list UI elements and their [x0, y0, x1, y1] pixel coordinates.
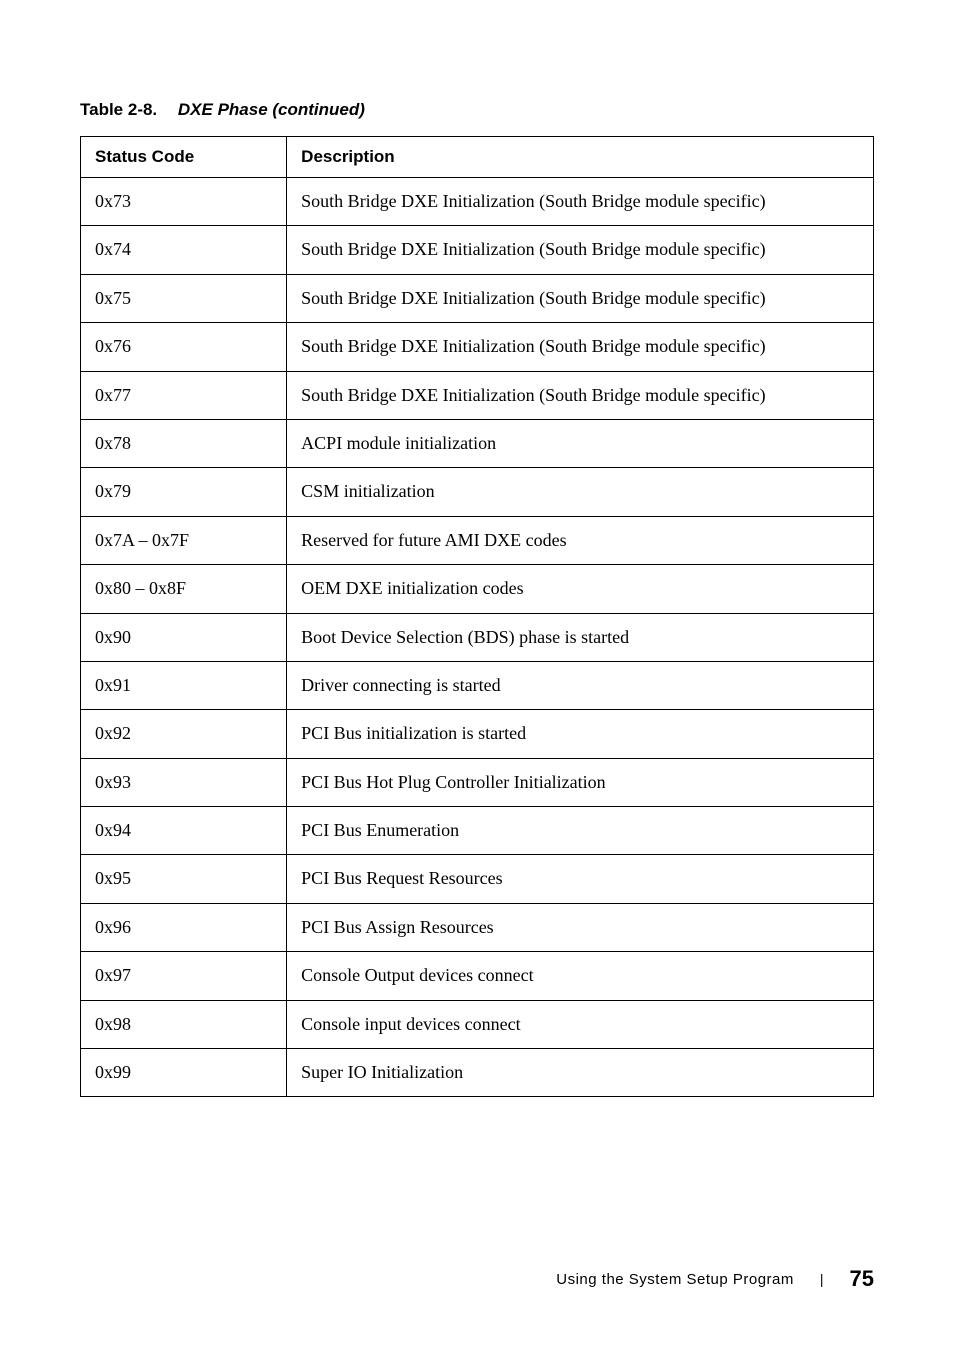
table-row: 0x80 – 0x8F OEM DXE initialization codes: [81, 565, 874, 613]
table-row: 0x75 South Bridge DXE Initialization (So…: [81, 274, 874, 322]
status-code-cell: 0x73: [81, 178, 287, 226]
table-row: 0x78 ACPI module initialization: [81, 419, 874, 467]
description-cell: PCI Bus Assign Resources: [287, 903, 874, 951]
description-cell: Reserved for future AMI DXE codes: [287, 516, 874, 564]
table-row: 0x98 Console input devices connect: [81, 1000, 874, 1048]
status-code-cell: 0x93: [81, 758, 287, 806]
table-row: 0x77 South Bridge DXE Initialization (So…: [81, 371, 874, 419]
status-code-cell: 0x91: [81, 661, 287, 709]
description-cell: South Bridge DXE Initialization (South B…: [287, 226, 874, 274]
status-code-cell: 0x94: [81, 807, 287, 855]
description-cell: PCI Bus Hot Plug Controller Initializati…: [287, 758, 874, 806]
caption-title: DXE Phase (continued): [178, 100, 365, 119]
table-row: 0x74 South Bridge DXE Initialization (So…: [81, 226, 874, 274]
status-code-cell: 0x77: [81, 371, 287, 419]
status-code-cell: 0x75: [81, 274, 287, 322]
description-cell: South Bridge DXE Initialization (South B…: [287, 274, 874, 322]
footer-divider: |: [820, 1271, 824, 1287]
table-row: 0x90 Boot Device Selection (BDS) phase i…: [81, 613, 874, 661]
table-row: 0x97 Console Output devices connect: [81, 952, 874, 1000]
status-code-cell: 0x99: [81, 1049, 287, 1097]
table-caption: Table 2-8. DXE Phase (continued): [80, 100, 874, 120]
status-code-cell: 0x76: [81, 323, 287, 371]
description-cell: PCI Bus Enumeration: [287, 807, 874, 855]
description-cell: PCI Bus Request Resources: [287, 855, 874, 903]
footer-page-number: 75: [850, 1266, 874, 1292]
table-row: 0x94 PCI Bus Enumeration: [81, 807, 874, 855]
description-cell: Console input devices connect: [287, 1000, 874, 1048]
description-cell: Super IO Initialization: [287, 1049, 874, 1097]
status-code-cell: 0x96: [81, 903, 287, 951]
description-cell: PCI Bus initialization is started: [287, 710, 874, 758]
table-row: 0x91 Driver connecting is started: [81, 661, 874, 709]
status-code-cell: 0x79: [81, 468, 287, 516]
table-row: 0x92 PCI Bus initialization is started: [81, 710, 874, 758]
table-row: 0x76 South Bridge DXE Initialization (So…: [81, 323, 874, 371]
column-header-description: Description: [287, 137, 874, 178]
description-cell: CSM initialization: [287, 468, 874, 516]
status-code-cell: 0x92: [81, 710, 287, 758]
table-row: 0x95 PCI Bus Request Resources: [81, 855, 874, 903]
footer-section-title: Using the System Setup Program: [556, 1271, 794, 1288]
description-cell: Driver connecting is started: [287, 661, 874, 709]
table-row: 0x73 South Bridge DXE Initialization (So…: [81, 178, 874, 226]
status-code-cell: 0x74: [81, 226, 287, 274]
table-row: 0x99 Super IO Initialization: [81, 1049, 874, 1097]
description-cell: Console Output devices connect: [287, 952, 874, 1000]
table-row: 0x79 CSM initialization: [81, 468, 874, 516]
column-header-status-code: Status Code: [81, 137, 287, 178]
table-row: 0x96 PCI Bus Assign Resources: [81, 903, 874, 951]
description-cell: South Bridge DXE Initialization (South B…: [287, 371, 874, 419]
dxe-phase-table: Status Code Description 0x73 South Bridg…: [80, 136, 874, 1097]
table-header-row: Status Code Description: [81, 137, 874, 178]
caption-prefix: Table 2-8.: [80, 100, 157, 119]
status-code-cell: 0x98: [81, 1000, 287, 1048]
description-cell: ACPI module initialization: [287, 419, 874, 467]
page-footer: Using the System Setup Program | 75: [556, 1266, 874, 1292]
status-code-cell: 0x90: [81, 613, 287, 661]
description-cell: Boot Device Selection (BDS) phase is sta…: [287, 613, 874, 661]
description-cell: South Bridge DXE Initialization (South B…: [287, 178, 874, 226]
table-row: 0x7A – 0x7F Reserved for future AMI DXE …: [81, 516, 874, 564]
status-code-cell: 0x7A – 0x7F: [81, 516, 287, 564]
table-row: 0x93 PCI Bus Hot Plug Controller Initial…: [81, 758, 874, 806]
status-code-cell: 0x95: [81, 855, 287, 903]
status-code-cell: 0x97: [81, 952, 287, 1000]
status-code-cell: 0x78: [81, 419, 287, 467]
status-code-cell: 0x80 – 0x8F: [81, 565, 287, 613]
description-cell: OEM DXE initialization codes: [287, 565, 874, 613]
description-cell: South Bridge DXE Initialization (South B…: [287, 323, 874, 371]
